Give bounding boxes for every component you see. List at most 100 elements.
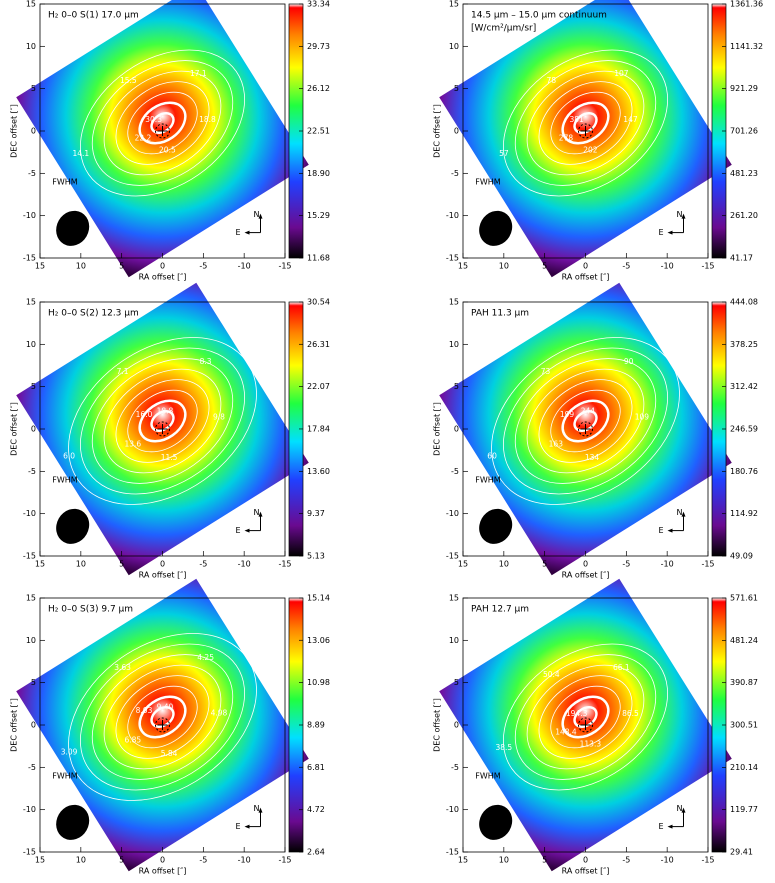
y-tick-label: -10	[446, 509, 459, 518]
panel: 57 78 107 147 202 278 381 FWHM N E 14.5 μm – 15.0 …	[433, 0, 763, 282]
colorbar-tick-label: 13.60	[307, 467, 330, 476]
y-axis-label: DEC offset [″]	[10, 402, 19, 456]
y-tick-label: 0	[31, 127, 36, 136]
contour	[79, 347, 246, 495]
compass-arrow	[258, 511, 263, 517]
contour	[115, 81, 210, 165]
contour	[138, 695, 187, 739]
compass-arrow	[667, 824, 673, 829]
colorbar-tick-label: 11.68	[307, 254, 330, 263]
x-tick-label: -15	[278, 262, 291, 271]
colorbar-tick-label: 26.31	[307, 340, 330, 349]
y-tick-label: -5	[28, 763, 36, 772]
y-tick-label: 15	[449, 298, 459, 307]
contour-label: 6.85	[124, 736, 141, 745]
x-tick-label: 10	[499, 262, 509, 271]
compass-north: N	[254, 804, 260, 813]
x-axis-label: RA offset [″]	[139, 867, 187, 876]
x-tick-label: 15	[35, 856, 45, 865]
x-tick-label: -10	[661, 560, 674, 569]
contour-label: 147	[623, 115, 638, 124]
aperture	[155, 123, 170, 139]
y-tick-label: 10	[449, 340, 459, 349]
y-tick-label: -10	[23, 509, 36, 518]
contour-label: 4.25	[197, 653, 214, 662]
colorbar-tick-label: 300.51	[730, 721, 758, 730]
compass-arrow	[681, 213, 686, 219]
contour	[561, 399, 610, 443]
contour-label: 11.5	[161, 453, 178, 462]
contour-label: 16.0	[136, 410, 153, 419]
contour	[514, 358, 657, 484]
y-tick-label: 15	[26, 298, 36, 307]
contour-label: 60	[487, 451, 497, 460]
x-tick-label: 15	[458, 856, 468, 865]
contour-label: 3.63	[114, 663, 131, 672]
colorbar-tick-label: 9.37	[307, 509, 325, 518]
contour	[573, 410, 598, 432]
panel: 3.09 3.63 4.25 4.98 5.84 6.85 8.03 9.40 FWHM N E H₂…	[10, 578, 330, 876]
beam-label: FWHM	[475, 771, 501, 780]
colorbar-tick-label: 41.17	[730, 254, 753, 263]
y-tick-label: -15	[446, 848, 459, 857]
contour	[538, 81, 633, 165]
colorbar-tick-label: 8.89	[307, 721, 325, 730]
y-tick-label: -5	[451, 467, 459, 476]
contour-label: 66.1	[613, 663, 630, 672]
panel-title: 14.5 μm – 15.0 μm continuum	[471, 11, 607, 21]
contour-label: 15.5	[120, 76, 137, 85]
y-tick-label: -10	[23, 211, 36, 220]
x-tick-label: -5	[199, 856, 207, 865]
colorbar-tick-label: 10.98	[307, 678, 330, 687]
x-tick-label: 0	[160, 560, 165, 569]
x-axis-label: RA offset [″]	[139, 571, 187, 580]
x-tick-label: 0	[160, 262, 165, 271]
contour-label: 6.0	[63, 451, 75, 460]
compass-arrow	[681, 511, 686, 517]
intensity-map	[16, 0, 309, 278]
y-tick-label: -15	[446, 254, 459, 263]
x-tick-label: 0	[160, 856, 165, 865]
colorbar-tick-label: 481.23	[730, 169, 758, 178]
beam	[56, 508, 90, 544]
contour	[138, 101, 187, 145]
y-tick-label: -15	[23, 254, 36, 263]
contour	[127, 91, 198, 155]
contour	[514, 60, 657, 186]
y-tick-label: 5	[454, 382, 459, 391]
y-axis-label: DEC offset [″]	[10, 104, 19, 158]
x-tick-label: -15	[701, 560, 714, 569]
contour-label: 278	[559, 134, 574, 143]
contour-label: 17.1	[190, 69, 207, 78]
contour	[115, 379, 210, 463]
contour	[573, 706, 598, 728]
x-tick-label: 10	[76, 856, 86, 865]
colorbar-tick-label: 210.14	[730, 763, 758, 772]
compass-arrow	[244, 230, 250, 235]
contour-label: 8.3	[200, 357, 212, 366]
contour	[115, 675, 210, 759]
colorbar-tick-label: 701.26	[730, 127, 758, 136]
contour-label: 244	[581, 406, 596, 415]
compass-east: E	[659, 526, 664, 535]
contour-label: 14.1	[73, 149, 90, 158]
contour-label: 5.84	[161, 749, 178, 758]
compass-arrow	[681, 807, 686, 813]
contour	[550, 91, 621, 155]
compass-east: E	[659, 228, 664, 237]
contour-label: 381	[569, 115, 584, 124]
contour-label: 199	[560, 410, 575, 419]
x-tick-label: 0	[583, 856, 588, 865]
colorbar-tick-label: 246.59	[730, 424, 758, 433]
y-tick-label: 10	[449, 42, 459, 51]
colorbar-tick-label: 15.14	[307, 594, 330, 603]
contour	[526, 368, 645, 474]
contour-label: 50.4	[543, 670, 560, 679]
x-tick-label: 5	[542, 560, 547, 569]
beam-label: FWHM	[475, 177, 501, 186]
compass-arrow	[258, 213, 263, 219]
x-axis-label: RA offset [″]	[562, 571, 610, 580]
colorbar-tick-label: 1141.32	[730, 42, 763, 51]
colorbar-tick-label: 481.24	[730, 636, 758, 645]
